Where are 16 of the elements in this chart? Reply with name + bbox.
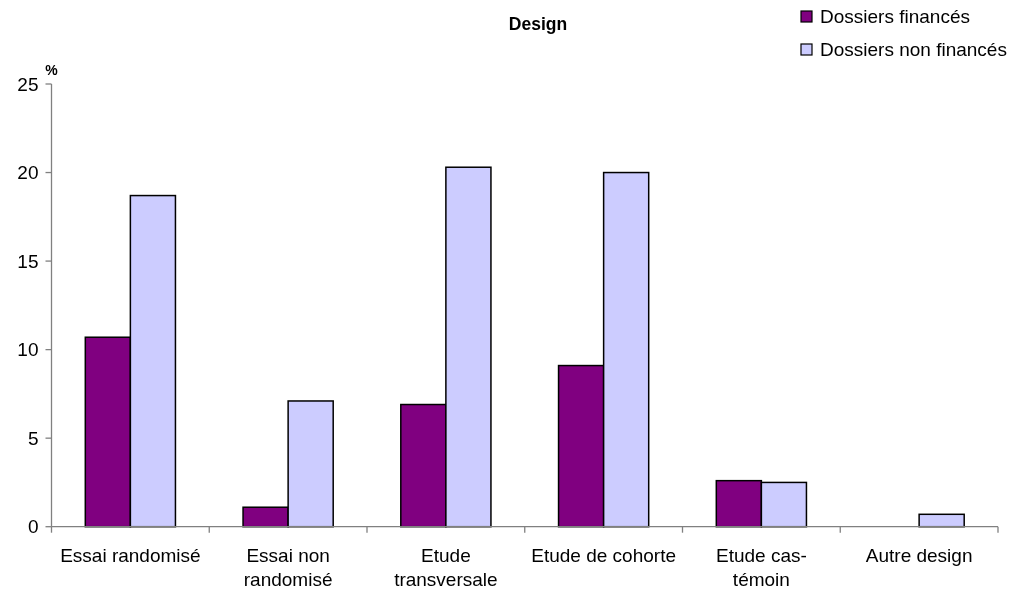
y-tick-label: 20	[17, 162, 39, 184]
chart-title: Design	[508, 14, 568, 34]
x-tick-label: Autre design	[865, 545, 973, 566]
x-tick-label: Etude transversale	[394, 545, 498, 590]
x-tick-label: Essai non randomisé	[243, 545, 333, 590]
x-tick-label: Etude cas-témoin	[715, 545, 807, 590]
x-tick-label: Etude de cohorte	[531, 545, 676, 566]
legend-label: Dossiers financés	[820, 6, 970, 28]
legend-label: Dossiers non financés	[820, 39, 1007, 61]
y-tick-label: 0	[27, 516, 39, 538]
x-tick-label: Essai randomisé	[60, 545, 201, 566]
y-axis-title: %	[45, 62, 59, 78]
y-tick-label: 15	[17, 250, 39, 272]
y-tick-label: 10	[17, 339, 39, 361]
y-tick-label: 25	[17, 73, 39, 95]
y-tick-label: 5	[27, 427, 39, 449]
